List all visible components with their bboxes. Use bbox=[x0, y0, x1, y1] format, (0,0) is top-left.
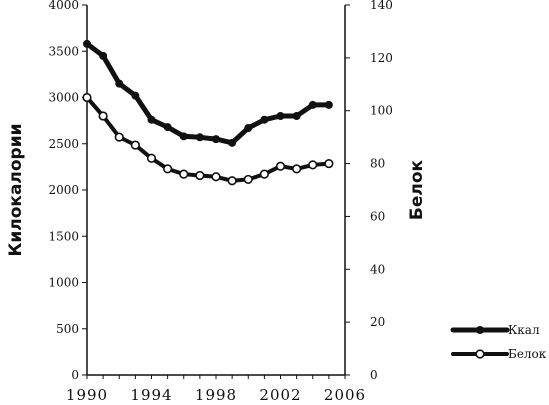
kcal-point bbox=[260, 115, 269, 124]
protein-point bbox=[259, 169, 269, 179]
series-protein bbox=[82, 92, 334, 186]
protein-point bbox=[195, 170, 205, 181]
x-tick-label: 1998 bbox=[195, 386, 237, 404]
kcal-point bbox=[212, 135, 220, 144]
left-tick-label: 1000 bbox=[48, 276, 79, 290]
kcal-point bbox=[324, 100, 333, 109]
right-tick-label: 40 bbox=[370, 262, 385, 276]
kcal-point bbox=[131, 91, 140, 100]
kcal-line bbox=[84, 41, 332, 146]
protein-point bbox=[275, 161, 286, 171]
x-tick-label: 1994 bbox=[130, 386, 172, 404]
legend-protein-marker bbox=[475, 349, 485, 359]
kcal-point bbox=[308, 100, 317, 109]
left-tick-label: 2000 bbox=[48, 183, 79, 197]
right-tick-label: 60 bbox=[370, 209, 385, 223]
protein-point bbox=[163, 164, 173, 174]
x-tick-label: 1990 bbox=[66, 386, 108, 404]
legend-kcal-marker bbox=[476, 326, 484, 334]
left-tick-label: 1500 bbox=[48, 229, 79, 243]
right-y-axis: 0 20 40 60 80 100 120 140 bbox=[344, 0, 393, 382]
right-tick-label: 120 bbox=[370, 51, 393, 65]
kcal-point bbox=[228, 138, 237, 147]
x-tick-label: 2002 bbox=[259, 386, 301, 404]
right-tick-label: 80 bbox=[370, 157, 385, 171]
right-tick-label: 0 bbox=[370, 368, 378, 382]
kcal-point bbox=[179, 132, 188, 141]
protein-point bbox=[227, 176, 237, 186]
kcal-point bbox=[163, 123, 172, 132]
protein-point bbox=[179, 169, 189, 179]
protein-point bbox=[98, 111, 108, 121]
x-axis: 1990 1994 1998 2002 2006 bbox=[66, 374, 366, 404]
right-tick-label: 140 bbox=[370, 0, 393, 12]
protein-point bbox=[324, 158, 334, 169]
plot-area bbox=[82, 39, 334, 186]
protein-point bbox=[146, 153, 157, 163]
left-tick-label: 3500 bbox=[48, 44, 79, 58]
protein-point bbox=[243, 174, 253, 185]
kcal-point bbox=[195, 133, 204, 142]
right-axis-title: Белок bbox=[407, 159, 427, 220]
kcal-point bbox=[115, 79, 124, 88]
right-tick-label: 20 bbox=[370, 315, 385, 329]
left-tick-label: 500 bbox=[56, 322, 79, 336]
protein-point bbox=[114, 132, 124, 142]
left-tick-label: 0 bbox=[71, 368, 79, 382]
right-tick-label: 100 bbox=[370, 104, 393, 118]
protein-line bbox=[85, 95, 331, 183]
kcal-point bbox=[99, 51, 108, 60]
protein-point bbox=[82, 92, 92, 103]
legend-entry-protein: Белок bbox=[451, 347, 547, 361]
series-kcal bbox=[83, 39, 333, 147]
kcal-point bbox=[244, 124, 253, 133]
left-y-axis: 0 500 1000 1500 2000 2500 3000 3500 4000 bbox=[48, 0, 88, 382]
kcal-point bbox=[276, 112, 285, 120]
legend-entry-kcal: Ккал bbox=[450, 323, 540, 337]
protein-point bbox=[211, 172, 221, 182]
protein-point bbox=[130, 140, 140, 150]
x-tick-label: 2006 bbox=[324, 386, 366, 404]
kcal-point bbox=[83, 39, 91, 48]
protein-point bbox=[308, 160, 318, 170]
kcal-point bbox=[147, 115, 156, 124]
left-axis-title: Килокалории bbox=[6, 123, 26, 256]
protein-point bbox=[292, 164, 302, 174]
legend-kcal-label: Ккал bbox=[508, 323, 540, 337]
left-tick-label: 4000 bbox=[48, 0, 79, 12]
kcal-point bbox=[292, 112, 301, 120]
legend: Ккал Белок bbox=[450, 323, 547, 361]
left-tick-label: 3000 bbox=[48, 91, 79, 105]
left-tick-label: 2500 bbox=[48, 137, 79, 151]
legend-protein-label: Белок bbox=[508, 347, 547, 361]
